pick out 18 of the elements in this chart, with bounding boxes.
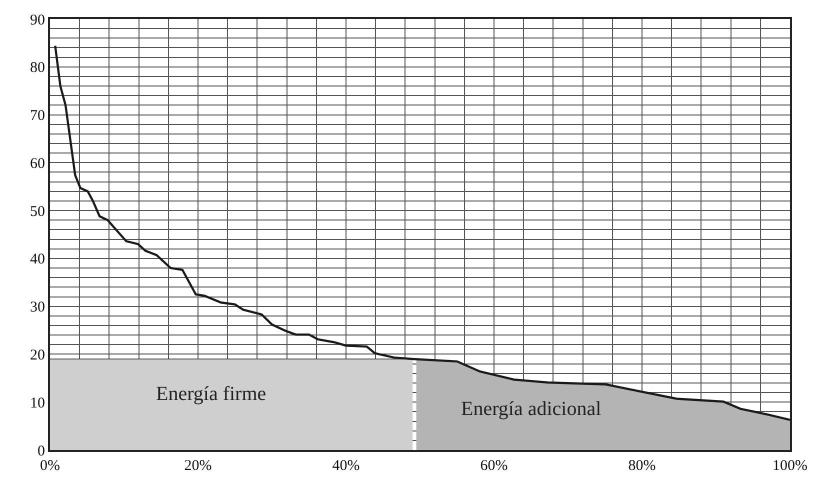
y-tick-label: 90 bbox=[30, 12, 45, 28]
y-tick-label: 0 bbox=[38, 443, 45, 460]
y-tick-label: 60 bbox=[30, 156, 45, 172]
x-tick-label: 80% bbox=[628, 458, 656, 474]
y-tick-label: 30 bbox=[30, 300, 45, 316]
y-tick-label: 50 bbox=[30, 204, 45, 220]
y-tick-label: 70 bbox=[30, 108, 45, 124]
x-tick-label: 20% bbox=[184, 458, 212, 474]
y-tick-label: 20 bbox=[30, 347, 45, 364]
x-tick-label: 0% bbox=[40, 458, 60, 474]
x-tick-label: 100% bbox=[772, 458, 808, 474]
y-tick-label: 40 bbox=[30, 252, 45, 268]
x-tick-label: 60% bbox=[480, 458, 508, 474]
y-tick-label: 10 bbox=[30, 395, 45, 412]
annotation: Energía firme bbox=[156, 383, 266, 405]
annotation: Energía adicional bbox=[461, 398, 602, 420]
y-tick-label: 80 bbox=[30, 60, 45, 76]
x-tick-label: 40% bbox=[332, 458, 360, 474]
